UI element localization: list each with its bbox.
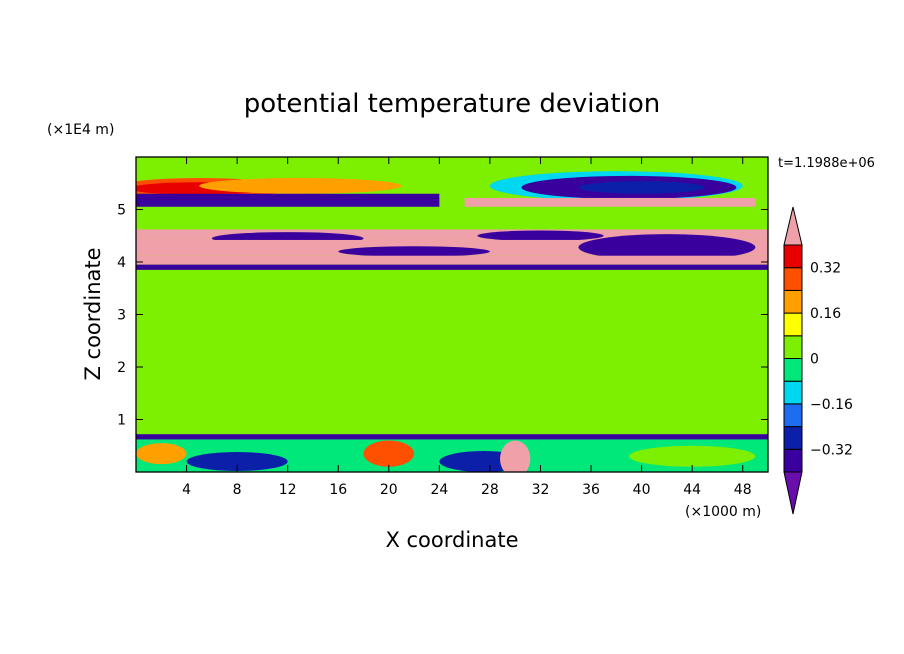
colorbar: 0.32 0.16 0 −0.16 −0.32 [783, 206, 853, 515]
colorbar-label: −0.16 [810, 397, 853, 413]
heatmap-band [136, 434, 768, 440]
heatmap-field [136, 157, 768, 472]
heatmap-blob [363, 440, 415, 467]
y-tick-label: 4 [117, 255, 126, 271]
heatmap-blob [477, 230, 604, 241]
heatmap-blob [500, 440, 531, 472]
heatmap-band [136, 255, 768, 265]
y-tick-label: 2 [117, 360, 126, 376]
chart-title: potential temperature deviation [244, 89, 660, 119]
colorbar-swatch [783, 358, 803, 382]
x-unit-label: (×1000 m) [685, 504, 761, 520]
x-tick-label: 24 [430, 482, 448, 498]
x-tick-label: 16 [329, 482, 347, 498]
heatmap-band [136, 264, 768, 270]
x-axis: 4 8 12 16 20 24 28 32 36 40 44 48 [182, 157, 752, 498]
heatmap-blob [578, 181, 705, 194]
colorbar-swatch [783, 267, 803, 291]
colorbar-swatch [783, 403, 803, 428]
time-label: t=1.1988e+06 [778, 156, 875, 171]
x-tick-label: 20 [380, 482, 398, 498]
heatmap-band [136, 193, 440, 207]
colorbar-swatch [783, 426, 803, 450]
x-tick-label: 32 [532, 482, 550, 498]
y-tick-label: 1 [117, 413, 126, 429]
y-tick-label: 5 [117, 203, 126, 219]
heatmap-band [136, 206, 768, 218]
y-tick-label: 3 [117, 308, 126, 324]
colorbar-swatch [783, 289, 803, 314]
colorbar-swatch [783, 312, 803, 337]
heatmap-band [136, 229, 768, 240]
colorbar-label: −0.32 [810, 442, 853, 458]
x-tick-label: 44 [683, 482, 701, 498]
colorbar-swatch [783, 244, 803, 269]
x-tick-label: 8 [233, 482, 242, 498]
x-tick-label: 28 [481, 482, 499, 498]
colorbar-swatch [783, 380, 803, 405]
y-axis: 1 2 3 4 5 [117, 203, 768, 429]
colorbar-label: 0 [810, 352, 819, 368]
heatmap-blob [136, 443, 187, 465]
x-tick-label: 40 [633, 482, 651, 498]
heatmap-blob [628, 445, 756, 467]
x-axis-label: X coordinate [385, 528, 518, 552]
x-tick-label: 36 [582, 482, 600, 498]
x-tick-label: 12 [279, 482, 297, 498]
colorbar-swatch [783, 335, 803, 359]
colorbar-max-arrow [783, 206, 803, 246]
colorbar-swatch [783, 448, 803, 473]
heatmap-band [464, 197, 756, 207]
heatmap-blob [186, 452, 288, 471]
colorbar-label: 0.16 [810, 306, 841, 322]
x-tick-label: 4 [182, 482, 191, 498]
y-axis-label: Z coordinate [81, 247, 105, 380]
heatmap-blob [578, 234, 756, 261]
colorbar-label: 0.32 [810, 261, 841, 277]
y-unit-label: (×1E4 m) [47, 122, 114, 138]
colorbar-min-arrow [783, 471, 803, 515]
heatmap-blob [338, 246, 490, 257]
x-tick-label: 48 [734, 482, 752, 498]
heatmap-blob [199, 178, 402, 194]
